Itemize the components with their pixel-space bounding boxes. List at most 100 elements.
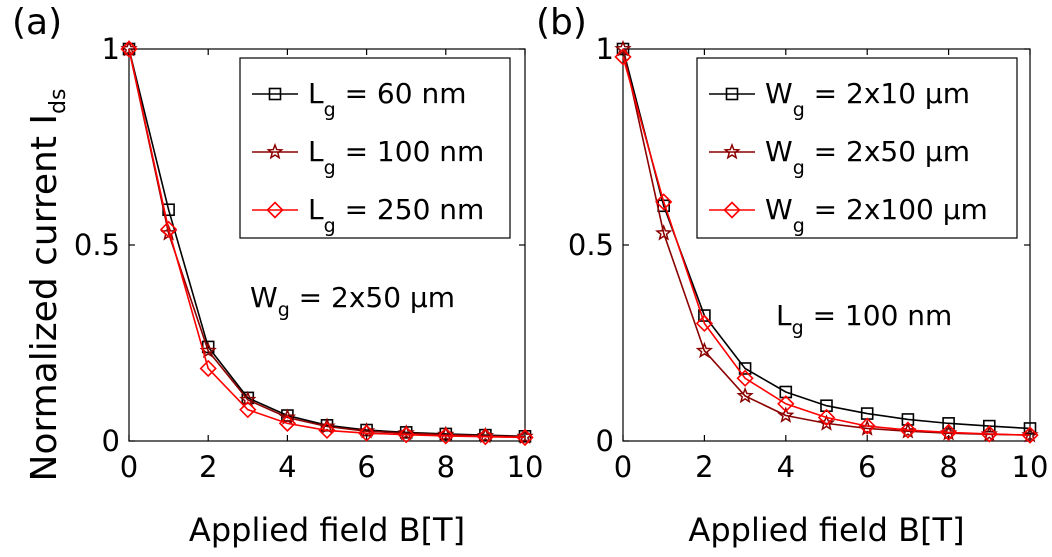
- annotation-rest: = 2x50 μm: [290, 281, 455, 314]
- data-point: [695, 341, 714, 359]
- x-tick-label: 6: [858, 450, 876, 484]
- data-point: [777, 406, 795, 423]
- data-point: [858, 417, 876, 435]
- legend-entry: Wg = 2x100 μm: [765, 193, 988, 237]
- y-tick-label: 1: [596, 32, 614, 66]
- legend-entry-main: W: [765, 135, 793, 168]
- data-point: [318, 417, 336, 434]
- data-point: [695, 314, 714, 333]
- legend-marker: [266, 201, 284, 219]
- legend-entry-rest: = 60 nm: [336, 77, 467, 110]
- data-point: [655, 224, 673, 241]
- panel-b: (b) 0 2 4 6 8 10 0 0.5 1 Applied field B[T] Lg = 10…: [536, 2, 1048, 549]
- legend-entry-main: W: [765, 77, 793, 110]
- x-tick-label: 0: [120, 450, 138, 484]
- y-tick-label: 0.5: [568, 228, 614, 262]
- legend-entry: Wg = 2x50 μm: [765, 135, 970, 179]
- legend-entry-subscript: g: [324, 157, 336, 179]
- legend-marker: [266, 142, 284, 160]
- data-point: [942, 417, 955, 430]
- data-point: [982, 419, 996, 433]
- data-point: [939, 423, 958, 442]
- y-axis-label-main: Normalized current I: [24, 114, 65, 482]
- y-axis-label: Normalized current Ids: [24, 89, 71, 482]
- panel-label: (a): [12, 2, 62, 43]
- data-point: [159, 220, 178, 238]
- data-point: [817, 414, 836, 431]
- data-point: [476, 428, 495, 446]
- legend-entry-rest: = 2x50 μm: [805, 135, 970, 168]
- data-point: [278, 414, 297, 432]
- annotation: Lg = 100 nm: [776, 299, 952, 339]
- legend-entry-subscript: g: [793, 215, 805, 237]
- annotation-main: L: [776, 299, 792, 332]
- annotation-subscript: g: [792, 317, 804, 339]
- data-point: [1023, 422, 1037, 435]
- y-tick-label: 1: [102, 32, 120, 66]
- data-point: [777, 395, 795, 413]
- legend-entry-rest: = 250 nm: [336, 193, 485, 226]
- data-point: [736, 369, 754, 387]
- x-tick-label: 4: [777, 450, 795, 484]
- legend-marker: [268, 87, 282, 101]
- data-point: [899, 421, 917, 439]
- legend-entry-main: L: [308, 135, 324, 168]
- data-point: [437, 427, 455, 445]
- legend-entry-rest: = 2x100 μm: [805, 193, 988, 226]
- data-point: [614, 48, 632, 66]
- y-tick-label: 0.5: [74, 228, 120, 262]
- data-point: [120, 40, 138, 58]
- data-point: [357, 422, 376, 439]
- data-point: [199, 359, 217, 378]
- data-point: [318, 421, 336, 440]
- panel-label: (b): [536, 2, 587, 43]
- data-point: [357, 424, 376, 442]
- x-axis-label: Applied field B[T]: [688, 511, 964, 549]
- legend-entry-main: L: [308, 77, 324, 110]
- x-tick-label: 8: [939, 450, 957, 484]
- legend-box: [239, 57, 511, 239]
- x-tick-label: 4: [278, 450, 296, 484]
- x-tick-label: 8: [437, 450, 455, 484]
- y-tick-label: 0: [596, 424, 614, 458]
- data-point: [516, 428, 534, 447]
- data-point: [239, 401, 257, 419]
- data-point: [736, 386, 754, 404]
- legend-box: [696, 57, 1018, 239]
- data-point: [817, 408, 836, 427]
- legend-entry-main: W: [765, 193, 793, 226]
- legend-entry: Lg = 250 nm: [308, 193, 484, 237]
- x-tick-label: 0: [614, 450, 632, 484]
- x-axis-label: Applied field B[T]: [189, 511, 465, 549]
- y-axis-label-subscript: ds: [46, 89, 71, 114]
- data-point: [614, 39, 632, 57]
- legend-entry-subscript: g: [324, 215, 336, 237]
- data-point: [397, 426, 415, 444]
- x-tick-label: 2: [695, 450, 713, 484]
- legend-marker: [723, 142, 741, 160]
- data-point: [738, 362, 752, 375]
- x-tick-label: 10: [507, 450, 544, 484]
- legend-marker: [725, 87, 739, 101]
- data-point: [397, 424, 415, 441]
- x-tick-label: 6: [357, 450, 375, 484]
- data-point: [980, 425, 998, 443]
- annotation-main: W: [250, 281, 278, 314]
- annotation-rest: = 100 nm: [804, 299, 953, 332]
- data-point: [779, 385, 793, 399]
- x-tick-label: 10: [1012, 450, 1049, 484]
- legend-entry-rest: = 2x10 μm: [805, 77, 970, 110]
- legend-entry-main: L: [308, 193, 324, 226]
- legend-entry: Wg = 2x10 μm: [765, 77, 970, 121]
- series-line-3: [128, 48, 526, 439]
- legend-entry: Lg = 100 nm: [308, 135, 484, 179]
- y-tick-label: 0: [102, 424, 120, 458]
- data-point: [820, 399, 833, 413]
- panel-a: (a) 0 2 4 6 8 10 0 0.5 1 Applied field B[T] Wg = 2x…: [12, 2, 543, 549]
- legend-marker: [723, 201, 741, 219]
- x-tick-label: 2: [199, 450, 217, 484]
- legend-entry-subscript: g: [793, 99, 805, 121]
- series-line-1: [622, 48, 1031, 430]
- legend-entry-subscript: g: [793, 157, 805, 179]
